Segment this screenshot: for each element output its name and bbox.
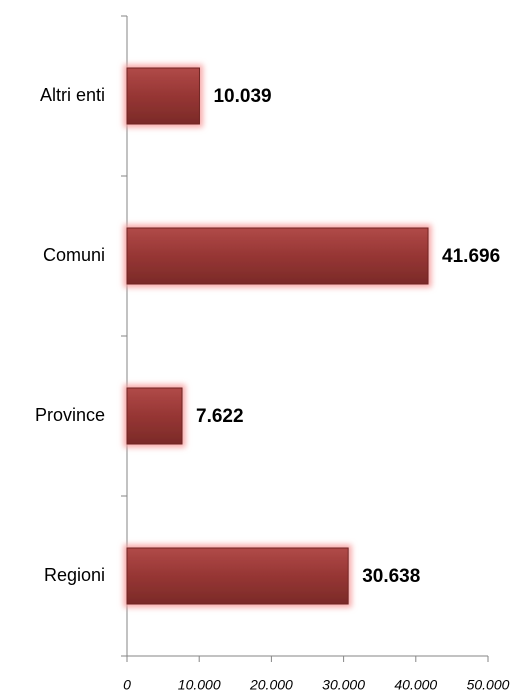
x-tick-label: 0 <box>123 677 131 693</box>
x-tick-label: 30.000 <box>322 677 365 693</box>
y-tick-label: Altri enti <box>40 85 105 105</box>
value-label: 41.696 <box>442 246 500 267</box>
bar <box>126 67 200 125</box>
x-tick-label: 10.000 <box>178 677 221 693</box>
bar <box>126 227 429 285</box>
value-label: 30.638 <box>362 566 420 587</box>
x-tick-label: 50.000 <box>467 677 510 693</box>
y-tick-label: Regioni <box>44 565 105 585</box>
bar <box>126 387 183 445</box>
bar <box>126 547 349 605</box>
value-label: 7.622 <box>196 406 244 427</box>
y-tick-label: Province <box>35 405 105 425</box>
x-tick-label: 20.000 <box>249 677 293 693</box>
x-tick-label: 40.000 <box>394 677 437 693</box>
value-label: 10.039 <box>213 86 271 107</box>
y-tick-label: Comuni <box>43 245 105 265</box>
